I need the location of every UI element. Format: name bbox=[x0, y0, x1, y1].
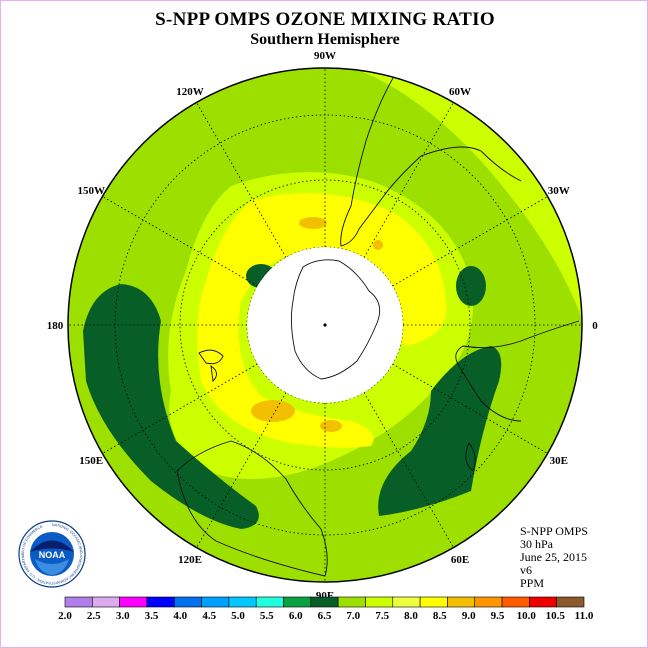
meridian-lines bbox=[68, 68, 582, 582]
color-scale-swatch bbox=[283, 596, 312, 608]
logo-text: NOAA bbox=[39, 550, 66, 560]
coastline-australia bbox=[176, 440, 328, 577]
color-scale-tick-label: 7.0 bbox=[346, 610, 360, 622]
color-scale-tick-label: 6.0 bbox=[289, 610, 303, 622]
color-scale-swatch bbox=[392, 596, 421, 608]
meridian-line bbox=[102, 196, 258, 287]
latitude-circle bbox=[179, 179, 471, 471]
meridian-line bbox=[392, 196, 548, 287]
longitude-label: 150E bbox=[79, 455, 103, 467]
color-scale-swatch bbox=[92, 596, 120, 608]
longitude-label: 60W bbox=[449, 86, 471, 98]
meridian-line bbox=[363, 102, 454, 258]
color-scale-swatch bbox=[447, 596, 476, 608]
color-scale-tick-label: 10.0 bbox=[517, 610, 537, 622]
ozone-peak-patch bbox=[320, 420, 342, 432]
color-scale-tick-label: 2.0 bbox=[58, 610, 72, 622]
color-scale-swatch bbox=[146, 596, 175, 608]
ozone-peak-patch bbox=[251, 400, 295, 422]
antarctica-outline bbox=[290, 259, 381, 380]
color-scale-tick-label: 8.5 bbox=[433, 610, 447, 622]
meridian-line bbox=[196, 392, 287, 548]
ozone-low-west bbox=[83, 284, 259, 529]
version-label: v6 bbox=[520, 563, 532, 577]
coastline-africa bbox=[455, 320, 580, 422]
south-pole-marker bbox=[323, 323, 327, 327]
meridian-line bbox=[392, 363, 548, 454]
map-frame bbox=[67, 67, 583, 583]
pressure-label: 30 hPa bbox=[520, 537, 553, 551]
color-scale-tick-label: 3.0 bbox=[116, 610, 130, 622]
color-scale-swatch bbox=[255, 596, 284, 608]
ozone-low-east bbox=[378, 346, 502, 516]
color-scale-swatch bbox=[201, 596, 230, 608]
color-scale-tick-label: 2.5 bbox=[87, 610, 101, 622]
color-scale-swatch bbox=[64, 596, 93, 608]
color-scale-tick-label: 8.0 bbox=[404, 610, 418, 622]
color-scale-swatch bbox=[228, 596, 257, 608]
longitude-label: 60E bbox=[451, 554, 469, 566]
color-scale-tick-label: 9.5 bbox=[491, 610, 505, 622]
ozone-field bbox=[68, 68, 582, 582]
color-scale-swatch bbox=[310, 596, 339, 608]
noaa-logo: NOAA NATIONAL OCEANIC AND ATMOSPHERIC AD… bbox=[18, 520, 86, 588]
color-scale-swatch bbox=[119, 596, 148, 608]
map-title: S-NPP OMPS OZONE MIXING RATIO bbox=[155, 9, 495, 30]
longitude-label: 90W bbox=[314, 50, 336, 62]
longitude-label: 30E bbox=[550, 455, 568, 467]
color-scale-tick-label: 5.0 bbox=[231, 610, 245, 622]
color-scale-swatch bbox=[173, 596, 202, 608]
longitude-label: 150W bbox=[77, 185, 105, 197]
longitude-label: 120E bbox=[178, 554, 202, 566]
color-scale-tick-label: 9.0 bbox=[462, 610, 476, 622]
color-scale-tick-label: 11.0 bbox=[575, 610, 594, 622]
coastline-madagascar bbox=[465, 442, 476, 472]
color-scale-tick-label: 5.5 bbox=[260, 610, 274, 622]
color-scale-swatch bbox=[556, 596, 585, 608]
longitude-label: 0 bbox=[592, 320, 598, 332]
color-scale-tick-label: 7.5 bbox=[375, 610, 389, 622]
color-scale-tick-label: 3.5 bbox=[145, 610, 159, 622]
color-scale-swatch bbox=[474, 596, 503, 608]
coastline-new-zealand bbox=[198, 349, 224, 382]
map-subtitle: Southern Hemisphere bbox=[250, 31, 400, 48]
color-scale-tick-label: 10.5 bbox=[546, 610, 566, 622]
longitude-label: 120W bbox=[176, 86, 204, 98]
ozone-low-patch bbox=[456, 266, 486, 306]
map-info: S-NPP OMPS 30 hPa June 25, 2015 v6 PPM bbox=[520, 525, 588, 590]
color-scale-swatch bbox=[529, 596, 557, 608]
color-scale-swatch bbox=[501, 596, 530, 608]
longitude-label: 180 bbox=[47, 320, 64, 332]
color-scale-swatch bbox=[337, 596, 366, 608]
instrument-label: S-NPP OMPS bbox=[520, 524, 588, 538]
color-scale-tick-label: 6.5 bbox=[318, 610, 332, 622]
meridian-line bbox=[196, 102, 287, 258]
meridian-line bbox=[102, 363, 258, 454]
ozone-peak-patch bbox=[299, 217, 327, 229]
meridian-line bbox=[363, 392, 454, 548]
ozone-peak-patch bbox=[373, 240, 383, 250]
date-label: June 25, 2015 bbox=[520, 550, 587, 564]
ozone-band-very-high bbox=[197, 193, 447, 448]
coastline-south-america bbox=[340, 72, 522, 247]
color-scale-swatch bbox=[419, 596, 448, 608]
color-scale-tick-label: 4.5 bbox=[202, 610, 216, 622]
color-scale-tick-label: 4.0 bbox=[173, 610, 187, 622]
unit-label: PPM bbox=[520, 576, 545, 590]
color-scale-swatch bbox=[365, 596, 394, 608]
ozone-band-high-east bbox=[361, 68, 582, 582]
longitude-label: 30W bbox=[548, 185, 570, 197]
